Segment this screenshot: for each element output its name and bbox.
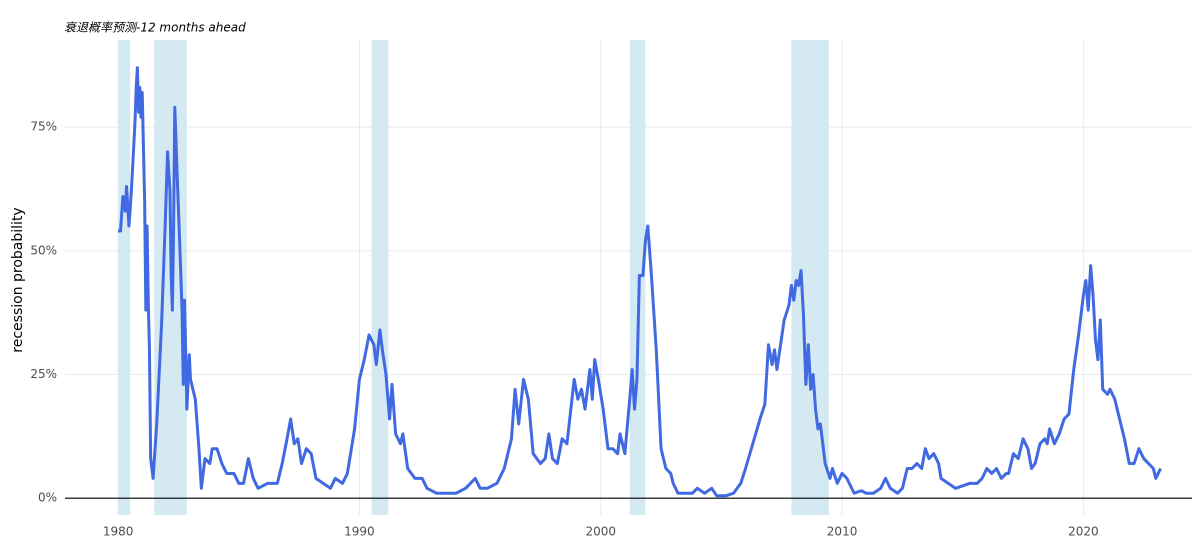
x-tick-label: 1990 [344, 525, 375, 539]
x-tick-label: 2020 [1068, 525, 1099, 539]
x-tick-label: 1980 [103, 525, 134, 539]
y-axis-label: recession probability [10, 207, 26, 352]
y-tick-label: 75% [30, 120, 57, 134]
recession-band [629, 40, 646, 515]
line [118, 66, 1162, 498]
recession-band [118, 40, 131, 515]
x-tick-label: 2010 [827, 525, 858, 539]
y-tick-label: 25% [30, 367, 57, 381]
chart-title: 衰退概率预测-12 months ahead [64, 21, 246, 35]
recession-band [371, 40, 389, 515]
x-tick-label: 2000 [585, 525, 616, 539]
y-tick-label: 0% [38, 491, 57, 505]
y-tick-label: 50% [30, 243, 57, 257]
